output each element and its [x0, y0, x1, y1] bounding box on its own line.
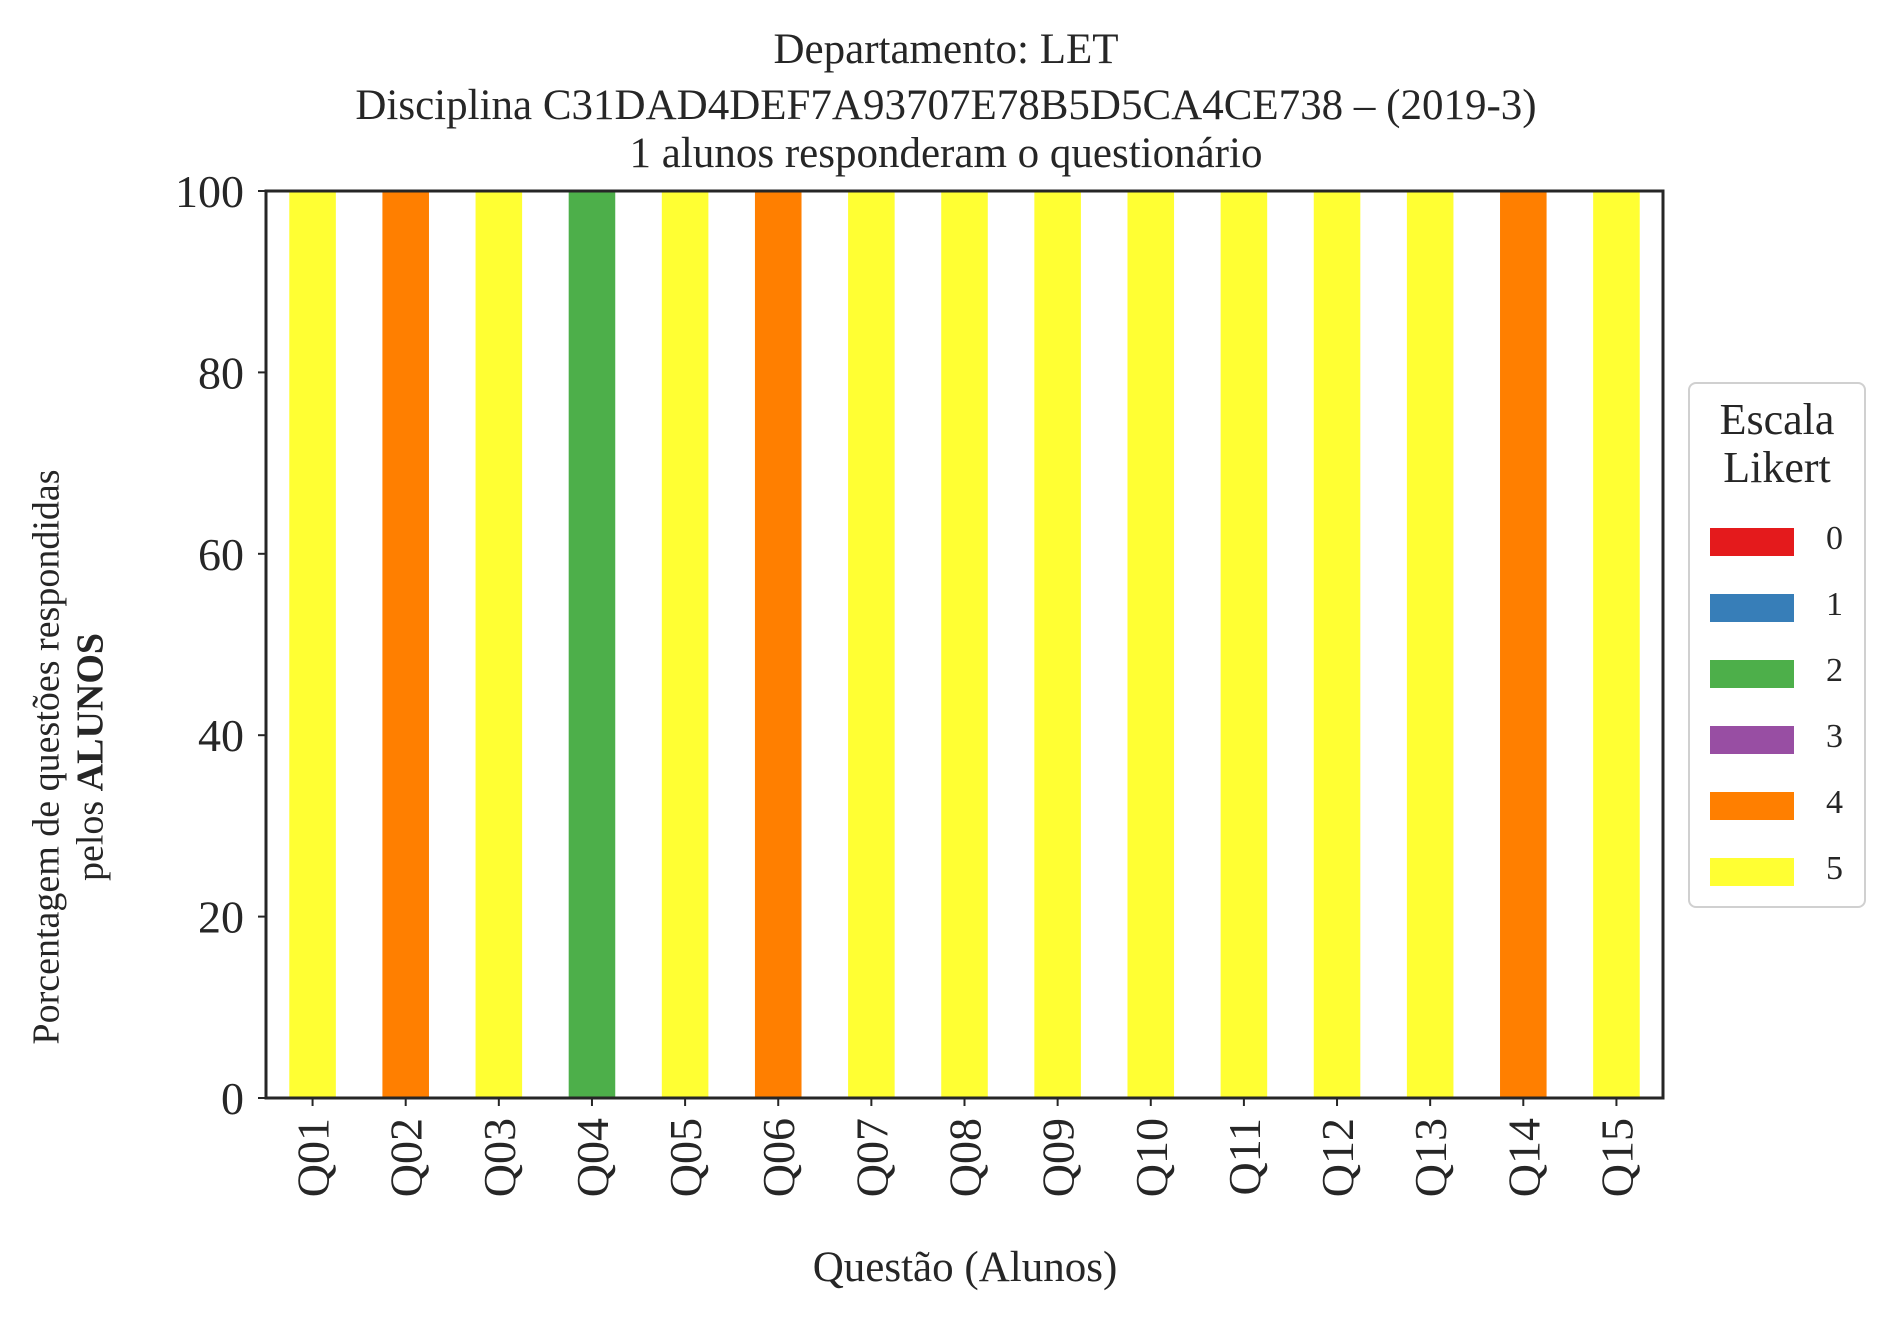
legend-swatch-2 — [1710, 660, 1794, 688]
bar-q03-likert-5 — [475, 191, 523, 1098]
legend: Escala Likert 0 1 2 3 4 5 — [1688, 382, 1866, 908]
legend-label-5: 5 — [1826, 850, 1843, 887]
legend-entry-4: 4 — [1710, 786, 1860, 820]
legend-swatch-1 — [1710, 594, 1794, 622]
bar-q08-likert-5 — [941, 191, 988, 1098]
legend-label-0: 0 — [1826, 520, 1843, 557]
bar-q09-likert-5 — [1034, 191, 1081, 1098]
y-axis-label-prefix: pelos — [69, 791, 111, 882]
legend-label-1: 1 — [1826, 586, 1843, 623]
legend-swatch-5 — [1710, 858, 1794, 886]
legend-title-line2: Likert — [1723, 443, 1831, 492]
bar-q11-likert-5 — [1220, 191, 1268, 1098]
title-line-respondents: 1 alunos responderam o questionário — [629, 130, 1263, 177]
y-axis-label-line2: pelos ALUNOS — [69, 257, 113, 1257]
y-tick-label-80: 80 — [198, 347, 244, 398]
bar-q07-likert-5 — [848, 191, 895, 1098]
bar-q15-likert-5 — [1593, 191, 1640, 1098]
x-tick-label-q15: Q15 — [1591, 1118, 1642, 1197]
x-tick-label-q14: Q14 — [1498, 1118, 1549, 1197]
legend-entry-3: 3 — [1710, 720, 1860, 754]
x-axis-label: Questão (Alunos) — [812, 1244, 1118, 1291]
legend-title-line1: Escala — [1719, 395, 1835, 444]
x-tick-label-q07: Q07 — [846, 1118, 897, 1197]
y-axis-label-line1: Porcentagem de questões respondidas — [25, 469, 68, 1045]
x-tick-label-q12: Q12 — [1312, 1118, 1363, 1197]
x-tick-label-q01: Q01 — [288, 1118, 339, 1197]
y-tick-label-60: 60 — [198, 529, 244, 580]
legend-label-4: 4 — [1826, 784, 1843, 821]
legend-swatch-4 — [1710, 792, 1794, 820]
legend-entry-5: 5 — [1710, 852, 1860, 886]
legend-entry-2: 2 — [1710, 654, 1860, 688]
bar-q12-likert-5 — [1313, 191, 1361, 1098]
y-axis-label: Porcentagem de questões respondidas pelo… — [25, 257, 112, 1257]
legend-entry-1: 1 — [1710, 588, 1860, 622]
x-tick-label-q08: Q08 — [940, 1118, 991, 1197]
bar-q06-likert-4 — [754, 191, 802, 1098]
x-tick-label-q02: Q02 — [381, 1118, 432, 1197]
y-tick-label-20: 20 — [198, 892, 244, 943]
y-tick-label-40: 40 — [198, 710, 244, 761]
legend-label-3: 3 — [1826, 718, 1843, 755]
x-tick-label-q09: Q09 — [1033, 1118, 1084, 1197]
x-tick-label-q10: Q10 — [1126, 1118, 1177, 1197]
legend-swatch-3 — [1710, 726, 1794, 754]
bar-q04-likert-2 — [568, 191, 616, 1098]
bar-q01-likert-5 — [289, 191, 336, 1098]
title-line-course: Disciplina C31DAD4DEF7A93707E78B5D5CA4CE… — [355, 82, 1537, 129]
x-tick-label-q06: Q06 — [753, 1118, 804, 1197]
x-tick-label-q11: Q11 — [1219, 1118, 1270, 1196]
legend-entry-0: 0 — [1710, 522, 1860, 556]
y-tick-label-0: 0 — [221, 1073, 244, 1124]
legend-swatch-0 — [1710, 528, 1794, 556]
bar-q10-likert-5 — [1127, 191, 1175, 1098]
legend-label-2: 2 — [1826, 652, 1843, 689]
x-tick-label-q13: Q13 — [1405, 1118, 1456, 1197]
title-line-department: Departamento: LET — [773, 26, 1119, 73]
x-tick-label-q04: Q04 — [567, 1118, 618, 1197]
y-tick-label-100: 100 — [175, 166, 244, 217]
bar-q05-likert-5 — [661, 191, 709, 1098]
x-tick-label-q03: Q03 — [474, 1118, 525, 1197]
bar-q14-likert-4 — [1500, 191, 1547, 1098]
bar-q13-likert-5 — [1406, 191, 1454, 1098]
x-tick-label-q05: Q05 — [660, 1118, 711, 1197]
bar-q02-likert-4 — [382, 191, 429, 1098]
y-axis-label-bold: ALUNOS — [69, 632, 111, 792]
